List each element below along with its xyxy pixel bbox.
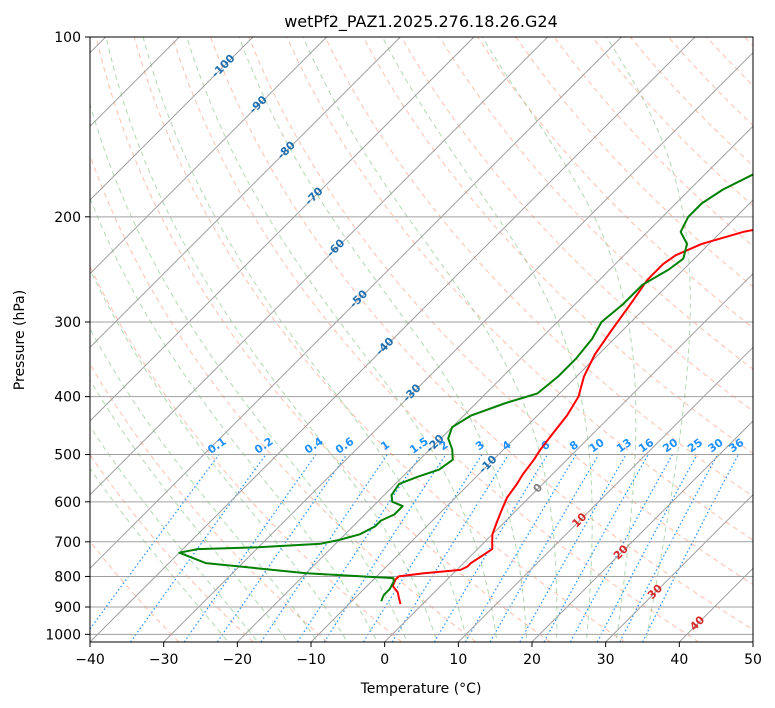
mixing-ratio-line (489, 454, 600, 642)
dry-adiabat (90, 363, 328, 642)
moist-adiabat (105, 37, 438, 642)
y-tick-label: 100 (54, 30, 81, 46)
isotherm-line (90, 37, 328, 275)
y-axis-label: Pressure (hPa) (12, 290, 28, 390)
mixing-ratio-line (216, 454, 348, 642)
isotherm-line (163, 51, 753, 642)
mixing-ratio-line (596, 454, 698, 642)
x-tick-label: −20 (223, 652, 253, 668)
moist-adiabat (90, 268, 348, 642)
isotherm-line (531, 420, 753, 642)
y-tick-label: 700 (54, 535, 81, 551)
isotherm-line (605, 493, 753, 642)
dry-adiabat (171, 37, 700, 642)
isotherm-line (310, 199, 753, 642)
mixing-ratio-line (260, 454, 388, 642)
mixing-ratio-line (296, 454, 422, 642)
x-tick-label: 20 (523, 652, 541, 668)
y-tick-label: 200 (54, 210, 81, 226)
isotherm-line (90, 37, 254, 201)
isotherm-line (90, 37, 622, 570)
x-tick-label: 0 (380, 652, 389, 668)
dry-adiabat (90, 265, 403, 642)
y-tick-label: 900 (54, 600, 81, 616)
y-tick-label: 800 (54, 569, 81, 585)
temperature-line (391, 229, 753, 605)
profile-lines (178, 173, 753, 605)
dry-adiabat (248, 37, 753, 586)
moist-adiabat (90, 425, 259, 642)
dry-adiabat (90, 153, 477, 642)
x-tick-label: 50 (744, 652, 762, 668)
dry-adiabat (90, 540, 180, 642)
y-tick-label: 500 (54, 448, 81, 464)
x-tick-label: −30 (149, 652, 179, 668)
moist-adiabat (186, 37, 498, 642)
mixing-ratio-line (569, 454, 673, 642)
dewpoint-line (178, 173, 753, 602)
moist-adiabat (142, 37, 468, 642)
moist-adiabat (90, 196, 378, 642)
y-tick-label: 600 (54, 495, 81, 511)
dry-adiabat (90, 453, 254, 642)
isotherm-line (90, 37, 475, 422)
y-tick-label: 400 (54, 390, 81, 406)
axes: −40 −30 −20 −10 0 10 20 30 40 50 100 200 300 400 500 60… (45, 30, 762, 668)
dry-adiabat (515, 37, 753, 288)
moist-adiabat (302, 37, 558, 642)
x-tick-label: 30 (597, 652, 615, 668)
x-axis-label: Temperature (°C) (360, 681, 482, 697)
moist-adiabat (90, 467, 229, 642)
dry-adiabat (95, 37, 551, 642)
moist-adiabat (381, 37, 593, 642)
x-tick-label: 10 (449, 652, 467, 668)
isotherm-line (90, 37, 549, 496)
mixing-ratio-line (130, 454, 267, 642)
mixing-ratio-line (433, 454, 549, 642)
isotherm-line (457, 346, 753, 642)
isotherm-line (384, 272, 753, 642)
chart-title: wetPf2_PAZ1.2025.276.18.26.G24 (284, 12, 558, 32)
moist-adiabat (90, 327, 319, 642)
mixing-ratio-line (519, 454, 627, 642)
y-tick-label: 300 (54, 315, 81, 331)
isotherm-line (90, 37, 401, 349)
background-lines (90, 37, 753, 642)
isotherm-line (90, 37, 696, 642)
y-tick-label: 1000 (45, 627, 81, 643)
dry-adiabat (210, 37, 753, 631)
mixing-ratio-line (464, 454, 577, 642)
x-tick-label: 40 (670, 652, 688, 668)
dry-adiabat (400, 37, 753, 412)
dry-adiabat (286, 37, 753, 541)
x-tick-label: −10 (296, 652, 326, 668)
moist-adiabat (481, 37, 637, 642)
mixing-ratio-line (183, 454, 317, 642)
dry-adiabat (133, 37, 625, 642)
dry-adiabat (362, 37, 753, 455)
moist-adiabat (90, 379, 289, 642)
x-tick-label: −40 (75, 652, 105, 668)
mixing-ratio-line (90, 454, 220, 630)
dry-adiabat (324, 37, 753, 498)
plot-frame (89, 36, 754, 643)
mixing-ratio-line (323, 454, 447, 642)
